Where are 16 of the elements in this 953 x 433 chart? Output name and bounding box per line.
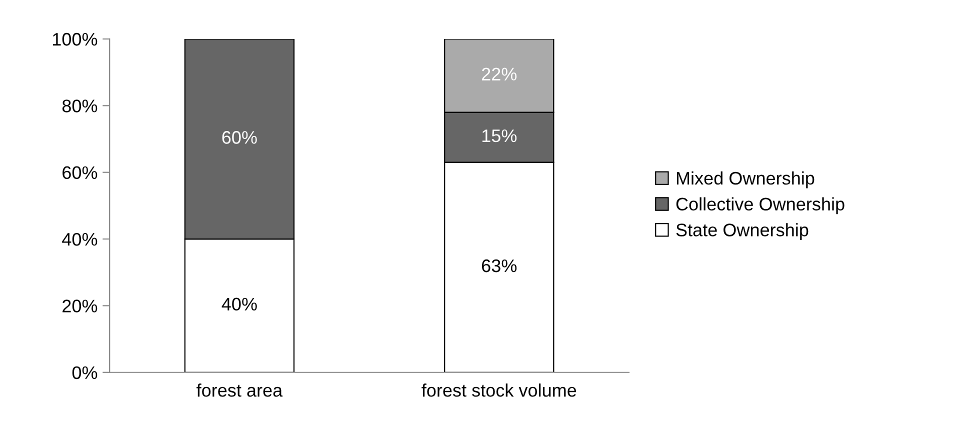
x-tick-label: forest area [196,384,283,397]
y-tick-label: 20% [62,300,98,312]
x-tick-label: forest stock volume [422,383,576,397]
data-label: 22% [482,68,517,80]
data-label: 15% [482,129,517,142]
legend-label: State Ownership [676,223,808,240]
y-tick-label: 60% [62,166,98,180]
data-label: 40% [222,298,257,311]
data-label: 60% [222,131,257,144]
y-tick-label: 0% [72,366,98,380]
legend-label: Mixed Ownership [676,171,814,188]
legend-label: Collective Ownership [676,197,844,214]
y-tick-label: 80% [62,100,98,112]
data-label: 63% [482,259,517,272]
y-tick-label: 100% [52,32,98,46]
y-tick-label: 40% [62,232,98,246]
